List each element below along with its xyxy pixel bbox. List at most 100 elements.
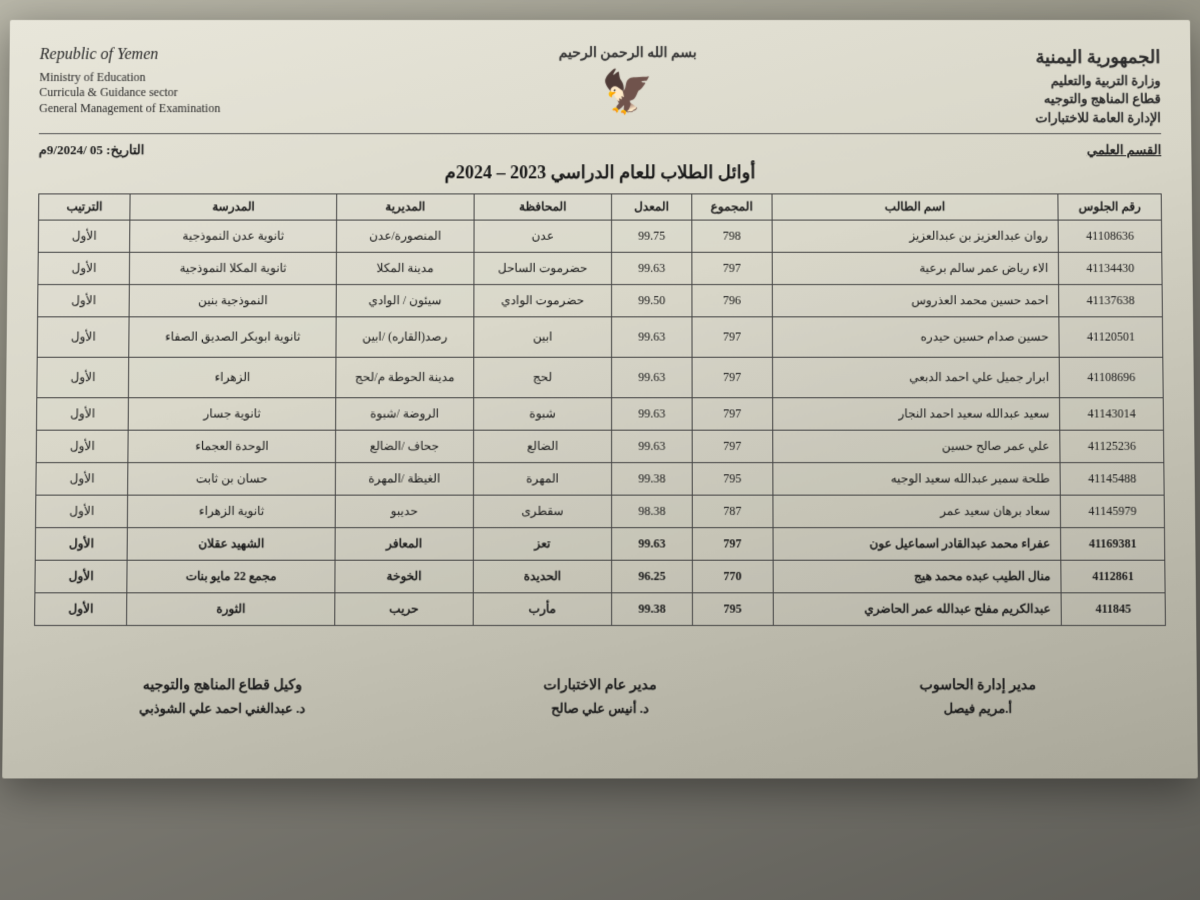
cell-total: 797 (692, 317, 772, 357)
cell-school: ثانوية عدن النموذجية (130, 220, 336, 252)
document-paper: Republic of Yemen Ministry of Education … (2, 20, 1198, 779)
country-en: Republic of Yemen (40, 45, 221, 66)
cell-seat: 41145979 (1061, 495, 1165, 528)
table-row: 41145488طلحة سمير عبدالله سعيد الوجيه795… (36, 463, 1164, 495)
cell-gov: حضرموت الساحل (474, 253, 612, 285)
letterhead: Republic of Yemen Ministry of Education … (39, 45, 1161, 127)
cell-gov: الحديدة (473, 561, 611, 594)
cell-gov: حضرموت الوادي (474, 285, 612, 317)
cell-rank: الأول (35, 528, 128, 561)
signature-deputy: وكيل قطاع المناهج والتوجيه د. عبدالغني ا… (33, 677, 411, 717)
cell-dist: مدينة المكلا (336, 253, 474, 285)
sig3-title: وكيل قطاع المناهج والتوجيه (33, 677, 411, 694)
cell-rank: الأول (37, 358, 129, 398)
date-value: 05 /9/2024م (39, 142, 103, 157)
signature-computer-dept: مدير إدارة الحاسوب أ.مريم فيصل (789, 677, 1167, 717)
th-avg: المعدل (611, 194, 691, 221)
ministry-en: Ministry of Education (39, 70, 220, 86)
cell-total: 798 (692, 220, 772, 252)
ministry-ar: وزارة التربية والتعليم (1035, 72, 1161, 90)
cell-rank: الأول (37, 317, 129, 357)
cell-total: 797 (692, 528, 773, 561)
cell-total: 796 (692, 285, 772, 317)
cell-dist: الغيظة /المهرة (335, 463, 473, 495)
cell-total: 787 (692, 495, 773, 528)
table-row: 41120501حسين صدام حسين حيدره79799.63ابين… (37, 317, 1163, 357)
sig1-title: مدير إدارة الحاسوب (789, 677, 1167, 694)
cell-total: 795 (692, 463, 773, 495)
th-seat: رقم الجلوس (1058, 194, 1161, 221)
table-row: 41143014سعيد عبدالله سعيد احمد النجار797… (36, 398, 1163, 430)
cell-dist: حريب (335, 593, 474, 626)
cell-rank: الأول (36, 431, 128, 463)
cell-seat: 41125236 (1060, 431, 1164, 463)
cell-seat: 41169381 (1061, 528, 1165, 561)
cell-dist: جحاف /الضالع (335, 431, 473, 463)
cell-gov: ابين (474, 317, 612, 357)
divider (39, 133, 1161, 134)
th-name: اسم الطالب (772, 194, 1059, 221)
cell-name: روان عبدالعزيز بن عبدالعزيز (772, 220, 1059, 252)
cell-seat: 41137638 (1059, 285, 1163, 317)
cell-avg: 99.38 (612, 463, 693, 495)
signature-exams-dir: مدير عام الاختبارات د. أنيس علي صالح (411, 677, 789, 717)
sig3-name: د. عبدالغني احمد علي الشوذبي (33, 701, 411, 717)
cell-school: ثانوية الزهراء (128, 495, 335, 528)
letterhead-arabic: الجمهورية اليمنية وزارة التربية والتعليم… (1035, 45, 1161, 127)
cell-school: الشهيد عقلان (128, 528, 336, 561)
th-dist: المديرية (337, 194, 475, 221)
table-row: 41134430الاء رياض عمر سالم برعية79799.63… (38, 253, 1162, 285)
cell-name: حسين صدام حسين حيدره (772, 317, 1059, 357)
sig1-name: أ.مريم فيصل (789, 701, 1167, 717)
cell-gov: عدن (474, 220, 612, 252)
cell-school: حسان بن ثابت (128, 463, 335, 495)
cell-school: مجمع 22 مايو بنات (127, 561, 335, 594)
sig2-name: د. أنيس علي صالح (411, 701, 789, 717)
cell-name: علي عمر صالح حسين (773, 431, 1061, 463)
cell-avg: 99.63 (611, 253, 691, 285)
signatures: مدير إدارة الحاسوب أ.مريم فيصل مدير عام … (33, 677, 1167, 717)
table-row: 41145979سعاد برهان سعيد عمر78798.38سقطرى… (36, 495, 1165, 528)
cell-seat: 41143014 (1060, 398, 1164, 430)
cell-avg: 99.75 (611, 220, 691, 252)
cell-rank: الأول (36, 398, 128, 430)
cell-total: 797 (692, 358, 773, 398)
cell-rank: الأول (38, 220, 130, 252)
cell-rank: الأول (36, 463, 128, 495)
table-row: 41108636روان عبدالعزيز بن عبدالعزيز79899… (38, 220, 1162, 252)
table-row: 4112861منال الطيب عبده محمد هيج77096.25ا… (35, 561, 1165, 594)
cell-school: الزهراء (129, 358, 336, 398)
cell-rank: الأول (36, 495, 128, 528)
cell-gov: سقطرى (473, 495, 611, 528)
cell-name: احمد حسين محمد العذروس (772, 285, 1059, 317)
table-row: 41169381عفراء محمد عبدالقادر اسماعيل عون… (35, 528, 1165, 561)
table-row: 41137638احمد حسين محمد العذروس79699.50حض… (38, 285, 1163, 317)
letterhead-english: Republic of Yemen Ministry of Education … (39, 45, 221, 117)
meta-row: القسم العلمي التاريخ: 05 /9/2024م (39, 142, 1162, 158)
cell-school: ثانوية ابوبكر الصديق الصفاء (129, 317, 336, 357)
cell-rank: الأول (38, 285, 130, 317)
cell-avg: 99.63 (612, 398, 693, 430)
cell-dist: حديبو (335, 495, 473, 528)
cell-seat: 41108636 (1058, 220, 1161, 252)
cell-name: سعيد عبدالله سعيد احمد النجار (772, 398, 1060, 430)
cell-seat: 41120501 (1059, 317, 1163, 357)
cell-total: 770 (692, 561, 773, 594)
cell-dist: المعافر (335, 528, 473, 561)
cell-dist: المنصورة/عدن (336, 220, 474, 252)
table-row: 41108696ابرار جميل علي احمد الدبعي79799.… (37, 358, 1163, 398)
sig2-title: مدير عام الاختبارات (411, 677, 789, 694)
national-emblem-icon: 🦅 (593, 66, 663, 121)
cell-seat: 41134430 (1059, 253, 1162, 285)
th-rank: الترتيب (39, 194, 131, 221)
cell-gov: المهرة (473, 463, 611, 495)
table-row: 41125236علي عمر صالح حسين79799.63الضالعج… (36, 431, 1164, 463)
cell-dist: الروضة /شبوة (336, 398, 474, 430)
cell-school: ثانوية جسار (129, 398, 336, 430)
page-title: أوائل الطلاب للعام الدراسي 2023 – 2024م (38, 162, 1161, 183)
th-total: المجموع (692, 194, 772, 221)
students-table: رقم الجلوس اسم الطالب المجموع المعدل الم… (34, 193, 1166, 626)
cell-school: الثورة (127, 593, 335, 626)
letterhead-center: بسم الله الرحمن الرحيم 🦅 (528, 45, 728, 121)
cell-gov: تعز (473, 528, 611, 561)
